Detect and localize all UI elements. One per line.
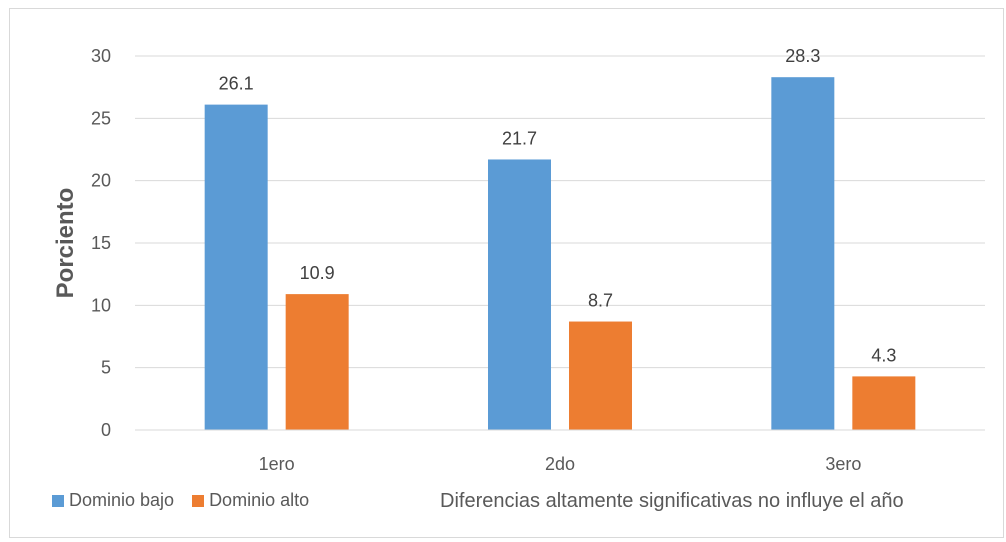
bar (285, 294, 349, 430)
data-label: 10.9 (300, 263, 335, 283)
legend-swatch (192, 494, 205, 507)
data-label: 28.3 (785, 46, 820, 66)
bar (488, 159, 551, 430)
legend: Dominio bajo Dominio alto (52, 490, 327, 511)
x-axis-ticks: 1ero 2do 3ero (259, 454, 862, 474)
bar (569, 321, 632, 430)
chart-annotation: Diferencias altamente significativas no … (440, 490, 904, 512)
legend-item: Dominio bajo (52, 490, 174, 511)
bar (852, 376, 916, 430)
y-axis-ticks: 0 5 10 15 20 25 30 (91, 46, 111, 440)
x-tick-label: 2do (545, 454, 575, 474)
bar (204, 104, 268, 431)
y-axis-title: Porciento (52, 188, 79, 299)
x-tick-label: 1ero (259, 454, 295, 474)
data-labels: 26.1 10.9 21.7 8.7 28.3 4.3 (219, 46, 897, 365)
gridlines (135, 55, 985, 369)
y-tick-label: 0 (101, 420, 111, 440)
legend-swatch (52, 494, 64, 507)
y-tick-label: 25 (91, 108, 111, 128)
y-tick-label: 15 (91, 233, 111, 253)
data-label: 21.7 (502, 128, 537, 148)
data-label: 26.1 (219, 74, 254, 94)
legend-label: Dominio bajo (69, 490, 175, 510)
y-tick-label: 5 (101, 358, 111, 378)
bars (204, 77, 916, 431)
y-tick-label: 10 (91, 295, 111, 315)
data-label: 4.3 (871, 345, 896, 365)
bar (771, 77, 835, 431)
legend-item: Dominio alto (192, 490, 309, 511)
legend-label: Dominio alto (209, 490, 310, 510)
x-tick-label: 3ero (825, 454, 861, 474)
data-label: 8.7 (588, 291, 613, 311)
y-tick-label: 20 (91, 171, 111, 191)
y-tick-label: 30 (91, 46, 111, 66)
